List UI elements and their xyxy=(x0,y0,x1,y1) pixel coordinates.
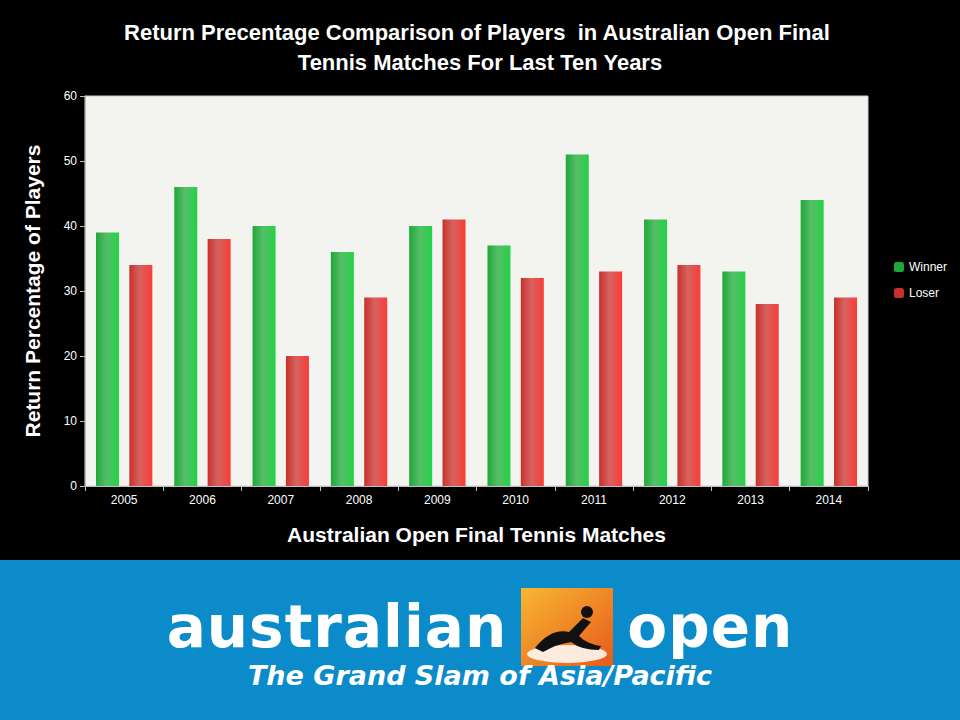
svg-text:2008: 2008 xyxy=(346,493,373,507)
svg-text:2010: 2010 xyxy=(502,493,529,507)
html-text:open: open xyxy=(627,593,794,661)
svg-text:40: 40 xyxy=(64,219,78,233)
svg-text:Return Percentage of Players: Return Percentage of Players xyxy=(21,145,44,438)
svg-text:Tennis Matches For Last Ten Ye: Tennis Matches For Last Ten Years xyxy=(298,50,662,75)
svg-text:2012: 2012 xyxy=(659,493,686,507)
html-text:australian: australian xyxy=(166,593,508,661)
svg-text:2013: 2013 xyxy=(737,493,764,507)
svg-text:Winner: Winner xyxy=(909,260,947,274)
svg-text:Loser: Loser xyxy=(909,286,939,300)
html-text:The Grand Slam of Asia/Pacific: The Grand Slam of Asia/Pacific xyxy=(247,660,713,691)
svg-text:2005: 2005 xyxy=(111,493,138,507)
svg-text:2009: 2009 xyxy=(424,493,451,507)
svg-text:20: 20 xyxy=(64,349,78,363)
svg-text:60: 60 xyxy=(64,89,78,103)
svg-text:0: 0 xyxy=(70,479,77,493)
svg-text:Return Precentage Comparison o: Return Precentage Comparison of Players … xyxy=(124,20,836,45)
svg-text:10: 10 xyxy=(64,414,78,428)
svg-text:2014: 2014 xyxy=(815,493,842,507)
svg-text:50: 50 xyxy=(64,154,78,168)
svg-text:2011: 2011 xyxy=(581,493,607,507)
svg-text:2006: 2006 xyxy=(189,493,216,507)
svg-text:2007: 2007 xyxy=(267,493,294,507)
svg-text:Australian Open Final Tennis M: Australian Open Final Tennis Matches xyxy=(287,523,666,546)
svg-text:30: 30 xyxy=(64,284,78,298)
